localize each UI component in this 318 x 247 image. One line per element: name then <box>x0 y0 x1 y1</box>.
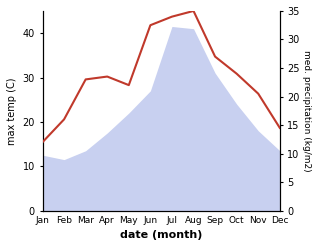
Y-axis label: med. precipitation (kg/m2): med. precipitation (kg/m2) <box>302 50 311 172</box>
Y-axis label: max temp (C): max temp (C) <box>7 77 17 144</box>
X-axis label: date (month): date (month) <box>120 230 202 240</box>
